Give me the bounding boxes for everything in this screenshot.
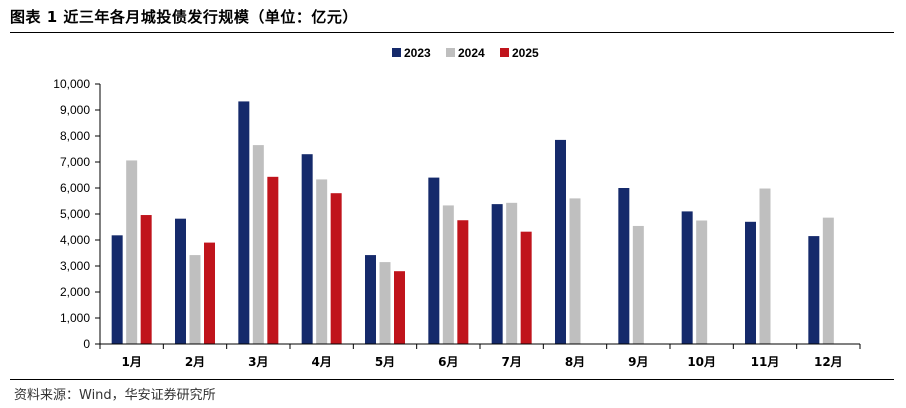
x-tick-label: 9月	[628, 355, 648, 369]
x-tick-label: 6月	[438, 355, 458, 369]
y-tick-label: 2,000	[60, 285, 90, 299]
x-tick-label: 12月	[814, 355, 843, 369]
bar-2023	[491, 204, 503, 344]
x-axis: 1月 2月 3月 4月 5月 6月 7月 8月 9月 10月 11月 12月	[99, 343, 861, 369]
legend-label: 2024	[458, 46, 485, 60]
bar-2023	[238, 101, 250, 344]
source-note: 资料来源：Wind，华安证券研究所	[14, 388, 216, 403]
bar-2023	[175, 218, 186, 344]
legend: 2023 2024 2025	[392, 46, 539, 60]
bar-2024	[189, 255, 201, 344]
y-tick-label: 7,000	[60, 155, 90, 169]
y-tick-label: 6,000	[60, 181, 90, 195]
bottom-rule	[10, 379, 894, 380]
bar-2025	[330, 193, 342, 344]
y-tick-label: 1,000	[60, 311, 90, 325]
bar-2024	[126, 160, 138, 344]
bar-2025	[204, 242, 215, 344]
y-tick-label: 9,000	[60, 103, 90, 117]
bar-2024	[759, 188, 771, 344]
bar-2023	[111, 235, 123, 344]
x-tick-label: 2月	[185, 355, 205, 369]
bar-2024	[316, 179, 328, 344]
y-tick-label: 4,000	[60, 233, 90, 247]
legend-swatch-2023	[392, 48, 401, 57]
x-tick-label: 1月	[121, 355, 141, 369]
bar-2024	[379, 262, 391, 344]
bar-2023	[365, 255, 376, 344]
chart-title: 图表 1 近三年各月城投债发行规模（单位：亿元）	[10, 8, 358, 26]
legend-swatch-2024	[446, 48, 455, 57]
bar-2024	[569, 198, 581, 344]
x-tick-label: 8月	[565, 355, 585, 369]
bar-chart: 2023 2024 2025 0 1,000 2,000 3,000 4,000 5,000 6…	[53, 46, 861, 369]
bars	[111, 101, 834, 344]
y-axis: 0 1,000 2,000 3,000 4,000 5,000 6,000 7,000 8,00…	[53, 77, 101, 351]
top-rule	[10, 32, 894, 33]
bar-2023	[555, 139, 566, 344]
x-tick-label: 10月	[687, 355, 716, 369]
y-tick-label: 10,000	[53, 77, 90, 91]
y-tick-label: 8,000	[60, 129, 90, 143]
bar-2023	[745, 221, 756, 344]
bar-2023	[301, 154, 313, 344]
bar-2024	[252, 145, 264, 344]
bar-2023	[428, 177, 440, 344]
bar-2024	[822, 217, 834, 344]
x-tick-label: 7月	[501, 355, 521, 369]
x-tick-label: 5月	[375, 355, 395, 369]
y-tick-label: 3,000	[60, 259, 90, 273]
x-tick-label: 3月	[248, 355, 268, 369]
bar-2023	[681, 211, 693, 344]
bar-2025	[140, 215, 152, 344]
bar-2023	[808, 236, 820, 344]
legend-label: 2025	[512, 46, 539, 60]
bar-2024	[696, 220, 708, 344]
legend-swatch-2025	[500, 48, 509, 57]
x-tick-label: 4月	[311, 355, 331, 369]
legend-label: 2023	[404, 46, 431, 60]
bar-2025	[394, 271, 405, 344]
bar-2025	[267, 176, 279, 344]
bar-2025	[457, 220, 469, 344]
y-tick-label: 5,000	[60, 207, 90, 221]
bar-2025	[520, 231, 532, 344]
bar-2024	[632, 225, 644, 344]
bar-2023	[618, 188, 630, 344]
bar-2024	[442, 205, 454, 344]
bar-2024	[506, 202, 518, 344]
y-tick-label: 0	[83, 337, 90, 351]
x-tick-label: 11月	[751, 355, 780, 369]
